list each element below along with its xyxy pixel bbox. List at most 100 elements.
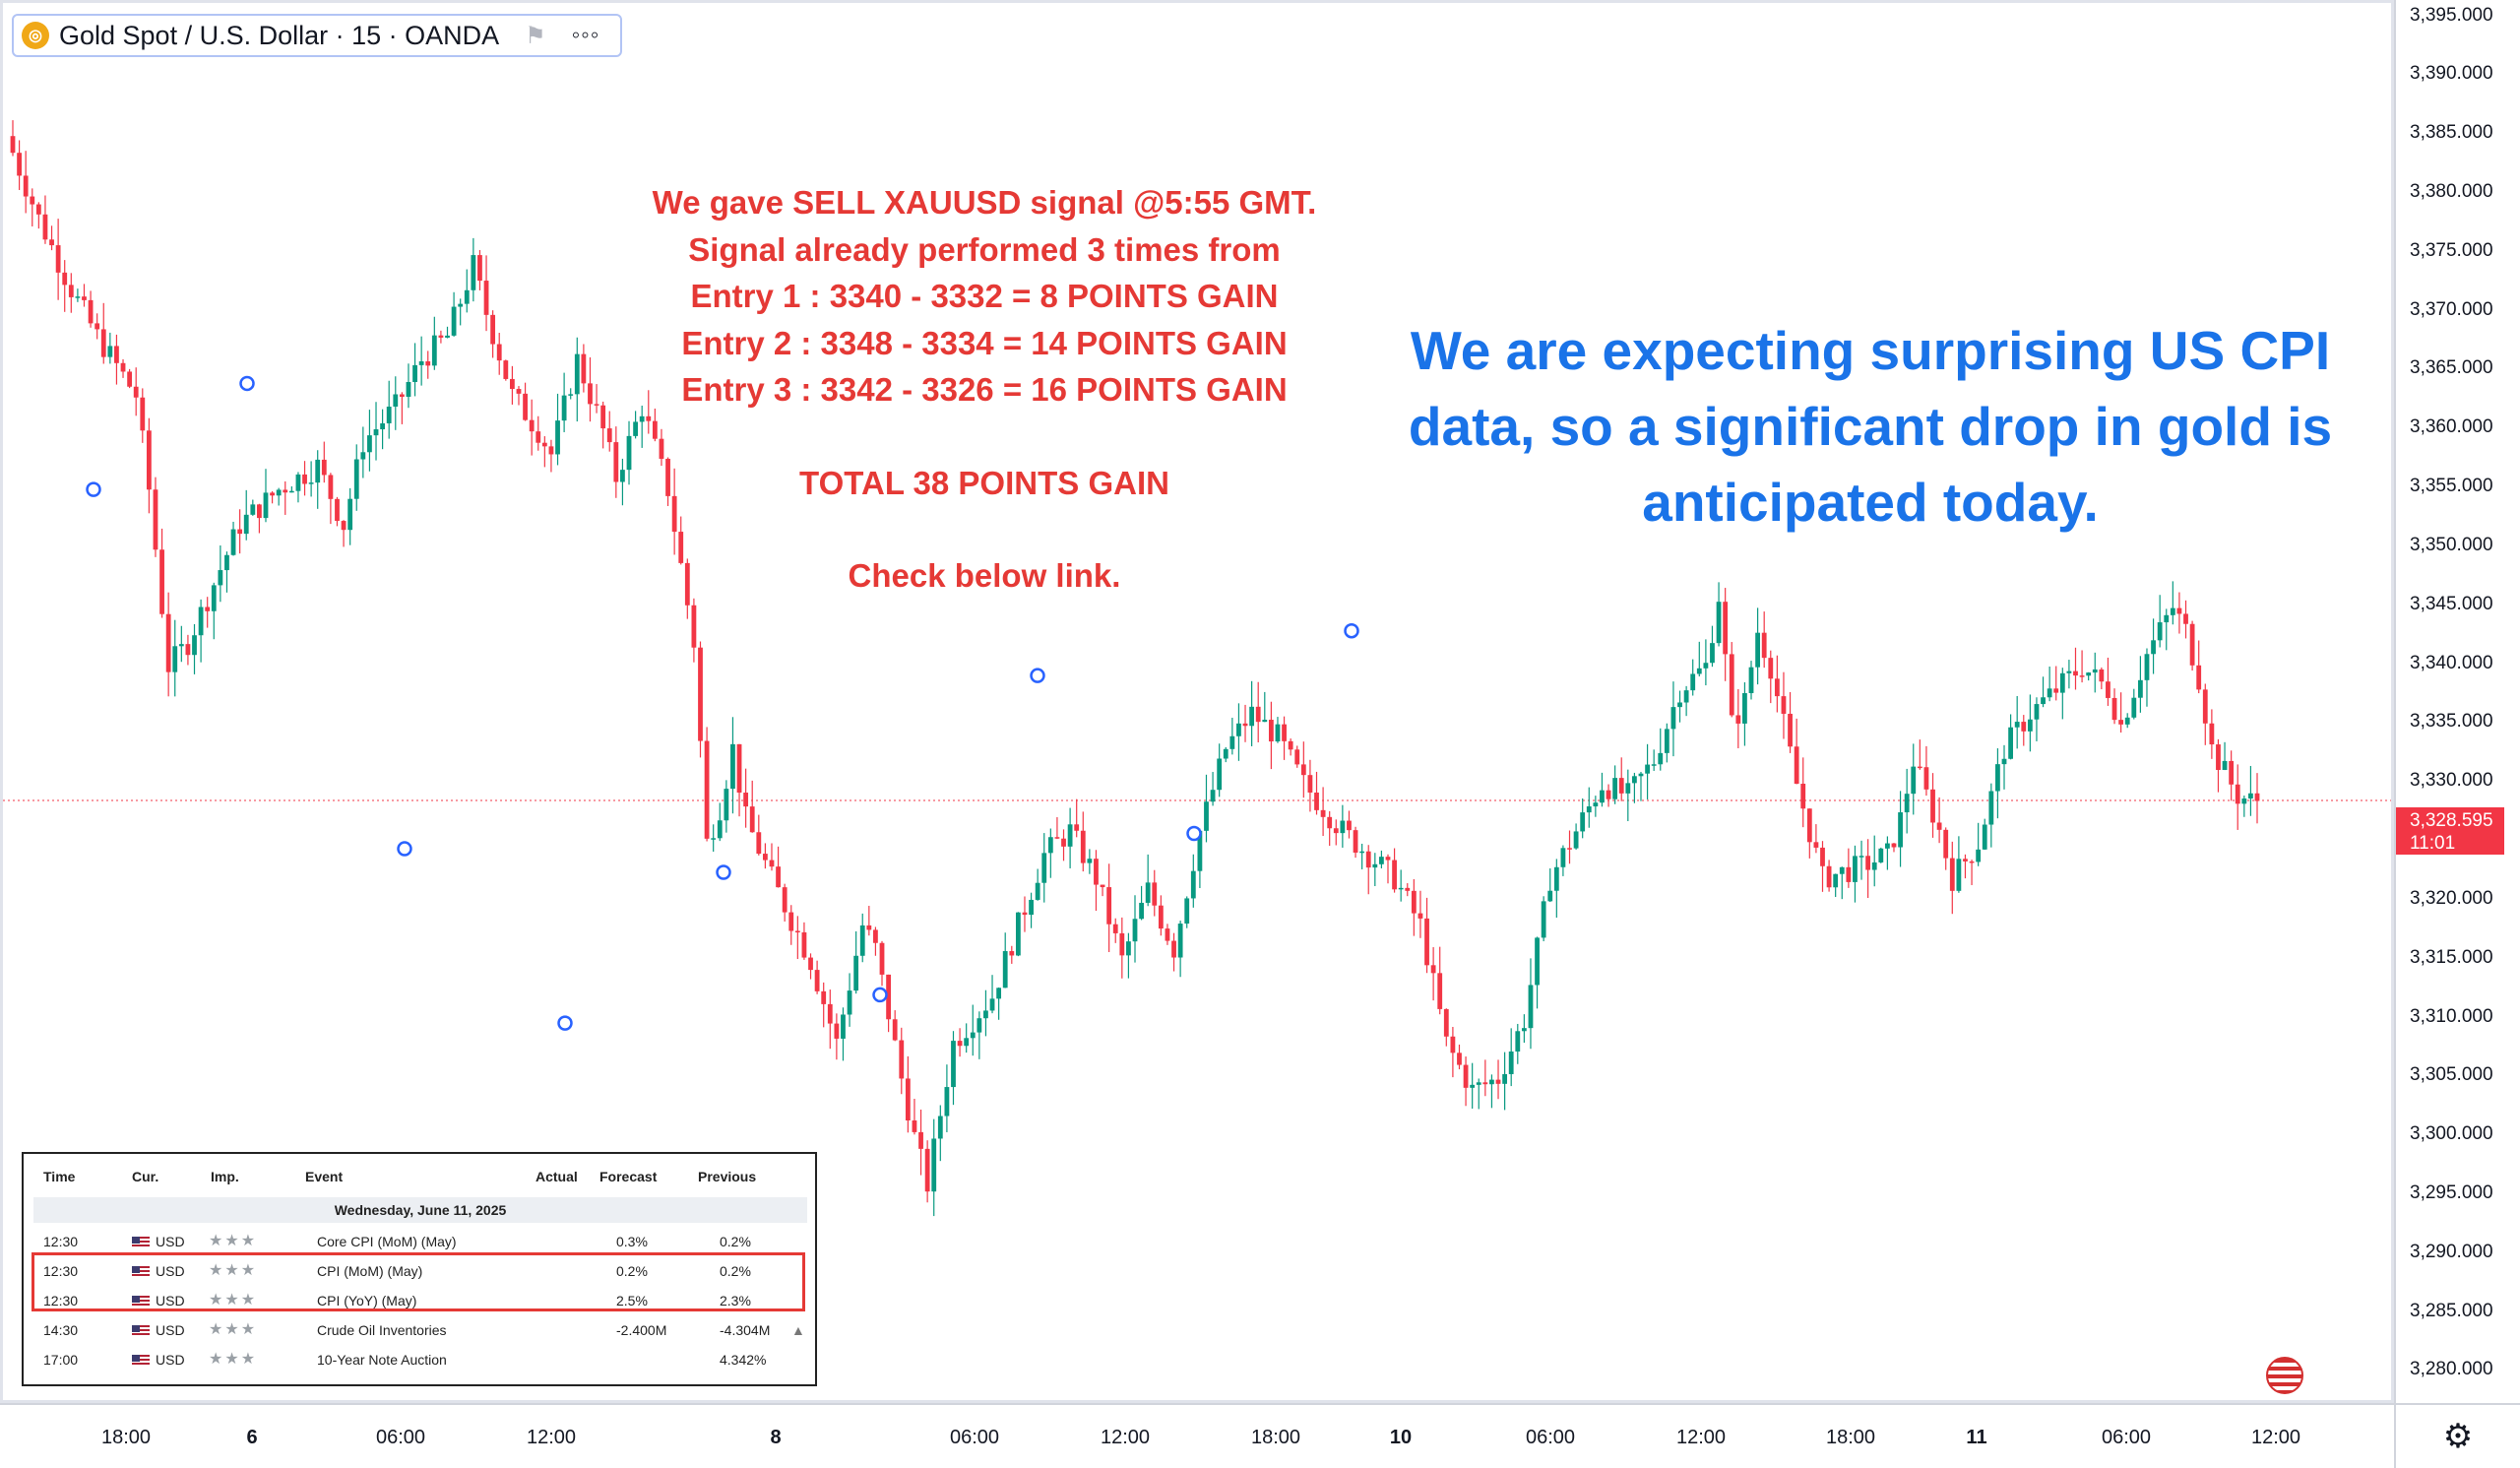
candle-body [120, 362, 126, 372]
candle-body [1710, 643, 1715, 664]
candle-body [646, 415, 652, 421]
candle-body [736, 743, 742, 794]
calendar-date: Wednesday, June 11, 2025 [33, 1197, 807, 1223]
candle-body [1165, 928, 1170, 941]
us-flag-icon [132, 1355, 150, 1368]
chart-plot-area[interactable] [0, 0, 2394, 1403]
candle-body [1742, 692, 1747, 724]
candle-body [2008, 727, 2013, 759]
importance-stars: ★★★ [209, 1351, 258, 1368]
candle-body [353, 459, 359, 499]
candle-body [399, 394, 405, 397]
candle-body [1969, 861, 1975, 863]
signal-line: Check below link. [848, 557, 1121, 594]
candle-body [2079, 675, 2085, 677]
candle-body [568, 394, 574, 396]
candle-body [711, 838, 717, 840]
candle-body [114, 346, 119, 363]
time-axis[interactable]: 18:00 6 06:00 12:00 8 06:00 12:00 18:00 10 06:00 1… [0, 1403, 2394, 1468]
candle-body [1826, 865, 1832, 888]
candle-body [951, 1041, 956, 1088]
candle-body [49, 239, 54, 246]
event-time: 12:30 [43, 1293, 79, 1308]
candle-body [970, 1032, 976, 1039]
candle-body [1152, 882, 1158, 906]
settings-gear-icon[interactable]: ⚙ [2394, 1403, 2520, 1468]
signal-annotation: We gave SELL XAUUSD signal @5:55 GMT. Si… [551, 179, 1418, 600]
candle-body [1327, 816, 1333, 829]
candle-body [1450, 1036, 1456, 1053]
candle-body [1696, 668, 1702, 674]
time-tick: 12:00 [2250, 1427, 2301, 1448]
candle-body [886, 974, 891, 1020]
candle-body [827, 1003, 833, 1024]
candle-body [678, 532, 684, 563]
candle-body [1645, 764, 1650, 774]
candle-body [347, 498, 353, 531]
candle-body [626, 435, 632, 471]
bell-icon[interactable]: ▲ [791, 1322, 805, 1338]
candle-body [821, 990, 827, 1004]
candle-body [2164, 614, 2170, 623]
candle-body [1833, 873, 1839, 888]
candle-body [1755, 632, 1761, 668]
more-options-icon[interactable]: ◦◦◦ [571, 22, 600, 48]
signal-marker [239, 375, 255, 392]
candle-body [1606, 790, 1611, 799]
candle-body [165, 613, 171, 672]
us-flag-icon[interactable] [2266, 1357, 2303, 1394]
signal-line: Entry 2 : 3348 - 3334 = 14 POINTS GAIN [681, 324, 1288, 361]
candle-body [1353, 830, 1358, 853]
event-name: 10-Year Note Auction [317, 1352, 447, 1368]
candle-body [1476, 1082, 1481, 1085]
candle-body [1314, 792, 1319, 810]
candle-body [1411, 890, 1417, 914]
candle-body [1898, 812, 1903, 848]
col-currency: Cur. [132, 1169, 159, 1184]
candle-body [834, 1023, 840, 1039]
event-previous: -4.304M [720, 1322, 771, 1338]
candle-body [665, 458, 670, 496]
candlestick-chart[interactable] [3, 3, 2391, 1400]
flag-icon[interactable]: ⚑ [525, 22, 546, 49]
us-flag-icon [132, 1325, 150, 1338]
candle-body [1190, 870, 1196, 899]
candle-body [490, 314, 496, 345]
candle-body [788, 912, 794, 931]
candle-body [944, 1087, 950, 1117]
candle-body [250, 504, 256, 515]
candle-body [1094, 859, 1099, 885]
candle-body [412, 364, 417, 383]
candle-body [406, 382, 411, 397]
candle-body [541, 442, 547, 447]
event-currency: USD [132, 1256, 185, 1286]
candle-body [743, 793, 749, 807]
candle-body [1794, 746, 1799, 785]
candle-body [1217, 758, 1223, 791]
candle-body [1943, 829, 1949, 859]
price-axis[interactable]: 3,280.000 3,285.000 3,290.000 3,295.000 3,30… [2394, 0, 2520, 1403]
col-importance: Imp. [211, 1169, 239, 1184]
candle-body [841, 1014, 846, 1039]
candle-body [2183, 613, 2188, 624]
calendar-row: 14:30 USD ★★★ Crude Oil Inventories -2.400M -… [33, 1315, 829, 1345]
us-flag-icon [132, 1266, 150, 1279]
candle-body [1061, 838, 1066, 847]
candle-body [35, 204, 41, 215]
candle-body [1139, 902, 1144, 920]
symbol-legend[interactable]: ◎ Gold Spot / U.S. Dollar · 15 · OANDA ⚑… [12, 14, 622, 57]
candle-body [1022, 912, 1028, 916]
candle-body [1255, 706, 1261, 723]
calendar-row: 12:30 USD ★★★ CPI (MoM) (May) 0.2% 0.2% [33, 1256, 829, 1286]
signal-marker [86, 481, 101, 497]
candle-body [243, 514, 249, 535]
event-time: 14:30 [43, 1322, 79, 1338]
time-tick: 12:00 [1675, 1427, 1727, 1448]
candle-body [88, 299, 94, 324]
candle-body [17, 153, 22, 176]
candle-body [1839, 866, 1845, 874]
candle-body [1041, 853, 1047, 883]
symbol-title[interactable]: Gold Spot / U.S. Dollar · 15 · OANDA [59, 20, 500, 50]
candle-body [1482, 1082, 1488, 1085]
candle-body [1729, 654, 1734, 716]
